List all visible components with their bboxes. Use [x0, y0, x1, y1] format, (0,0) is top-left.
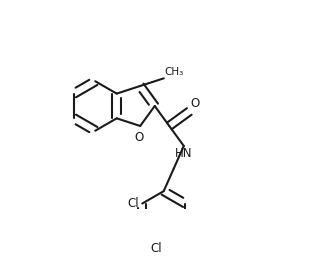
Text: O: O	[190, 97, 200, 110]
Text: Cl: Cl	[150, 242, 162, 255]
Text: HN: HN	[175, 147, 193, 160]
Text: CH₃: CH₃	[165, 67, 184, 77]
Text: O: O	[135, 131, 144, 144]
Text: Cl: Cl	[127, 197, 139, 210]
